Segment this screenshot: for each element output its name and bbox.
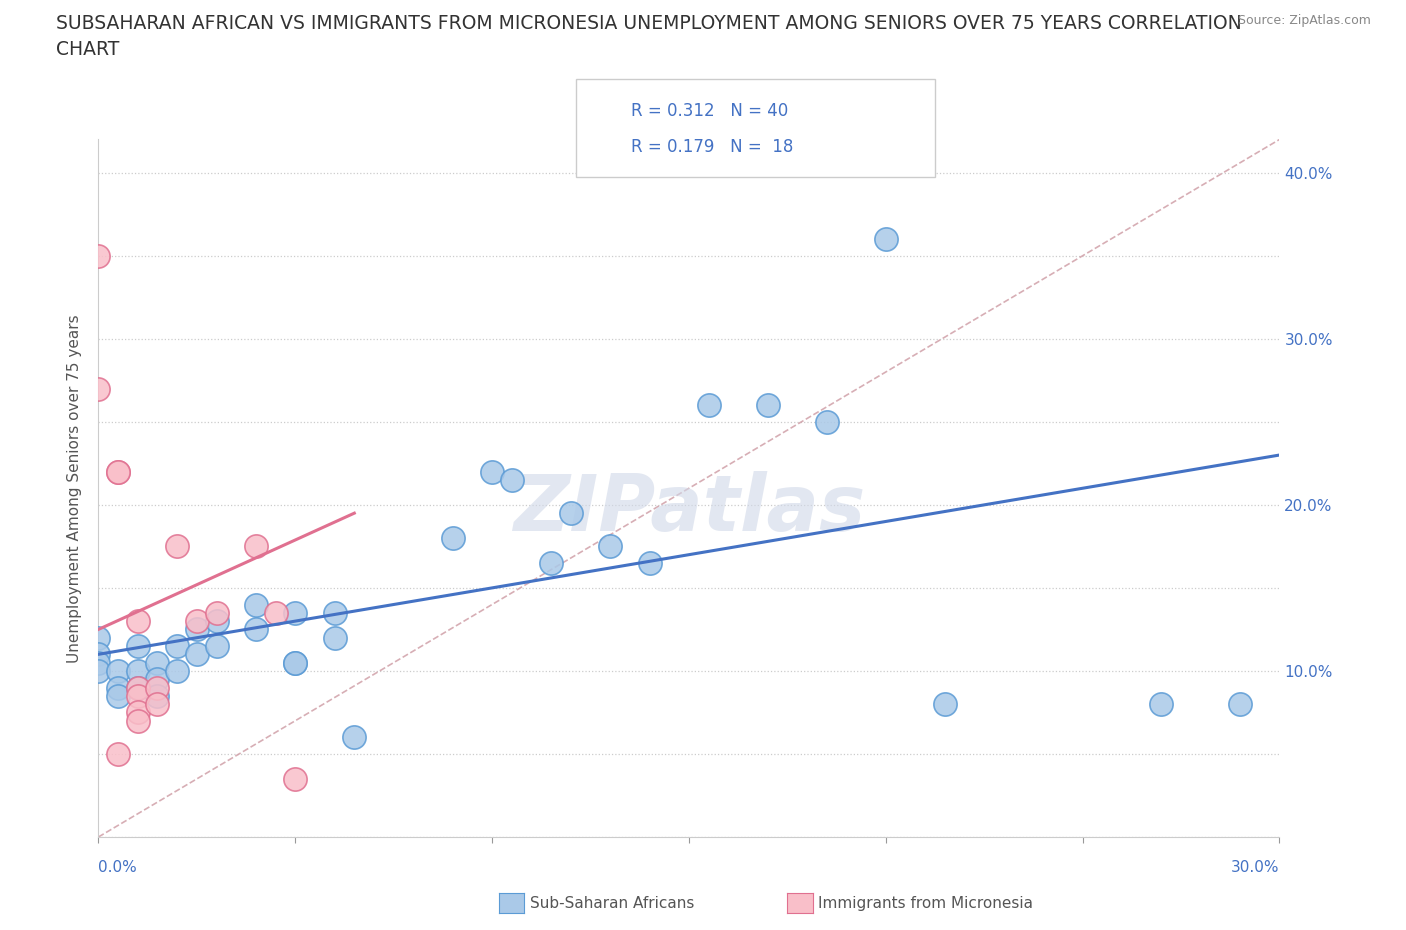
Point: [323, 605, 346, 620]
Point: [638, 555, 661, 570]
Point: [127, 680, 149, 695]
Point: [934, 697, 956, 711]
Point: [323, 631, 346, 645]
Point: [127, 705, 149, 720]
Point: [560, 506, 582, 521]
Point: [127, 688, 149, 703]
Point: [107, 663, 129, 678]
Point: [1150, 697, 1173, 711]
Point: [481, 464, 503, 479]
Point: [756, 398, 779, 413]
Point: [599, 539, 621, 554]
Text: R = 0.179   N =  18: R = 0.179 N = 18: [631, 138, 793, 156]
Text: ZIPatlas: ZIPatlas: [513, 472, 865, 547]
Point: [166, 539, 188, 554]
Text: Sub-Saharan Africans: Sub-Saharan Africans: [530, 896, 695, 910]
Point: [87, 631, 110, 645]
Point: [205, 614, 228, 629]
Text: 30.0%: 30.0%: [1232, 860, 1279, 875]
Text: Source: ZipAtlas.com: Source: ZipAtlas.com: [1237, 14, 1371, 27]
Point: [87, 248, 110, 263]
Point: [205, 639, 228, 654]
Point: [87, 656, 110, 671]
Point: [186, 614, 208, 629]
Point: [245, 597, 267, 612]
Text: SUBSAHARAN AFRICAN VS IMMIGRANTS FROM MICRONESIA UNEMPLOYMENT AMONG SENIORS OVER: SUBSAHARAN AFRICAN VS IMMIGRANTS FROM MI…: [56, 14, 1241, 60]
Point: [245, 539, 267, 554]
Point: [264, 605, 287, 620]
Point: [343, 730, 366, 745]
Point: [284, 605, 307, 620]
Point: [186, 622, 208, 637]
Text: 0.0%: 0.0%: [98, 860, 138, 875]
Point: [186, 647, 208, 662]
Y-axis label: Unemployment Among Seniors over 75 years: Unemployment Among Seniors over 75 years: [67, 314, 83, 662]
Text: Immigrants from Micronesia: Immigrants from Micronesia: [818, 896, 1033, 910]
Point: [166, 663, 188, 678]
Point: [127, 663, 149, 678]
Point: [107, 747, 129, 762]
Point: [127, 713, 149, 728]
Point: [127, 639, 149, 654]
Point: [87, 647, 110, 662]
Point: [87, 381, 110, 396]
Point: [284, 772, 307, 787]
Point: [540, 555, 562, 570]
Text: R = 0.312   N = 40: R = 0.312 N = 40: [631, 101, 789, 120]
Point: [107, 464, 129, 479]
Point: [107, 464, 129, 479]
Point: [146, 656, 169, 671]
Point: [107, 680, 129, 695]
Point: [245, 622, 267, 637]
Point: [284, 656, 307, 671]
Point: [146, 697, 169, 711]
Point: [166, 639, 188, 654]
Point: [127, 614, 149, 629]
Point: [441, 531, 464, 546]
Point: [87, 663, 110, 678]
Point: [146, 688, 169, 703]
Point: [1229, 697, 1251, 711]
Point: [875, 232, 897, 246]
Point: [815, 415, 838, 430]
Point: [205, 605, 228, 620]
Point: [501, 472, 523, 487]
Point: [107, 688, 129, 703]
Point: [146, 671, 169, 686]
Point: [127, 680, 149, 695]
Point: [284, 656, 307, 671]
Point: [146, 680, 169, 695]
Point: [697, 398, 720, 413]
